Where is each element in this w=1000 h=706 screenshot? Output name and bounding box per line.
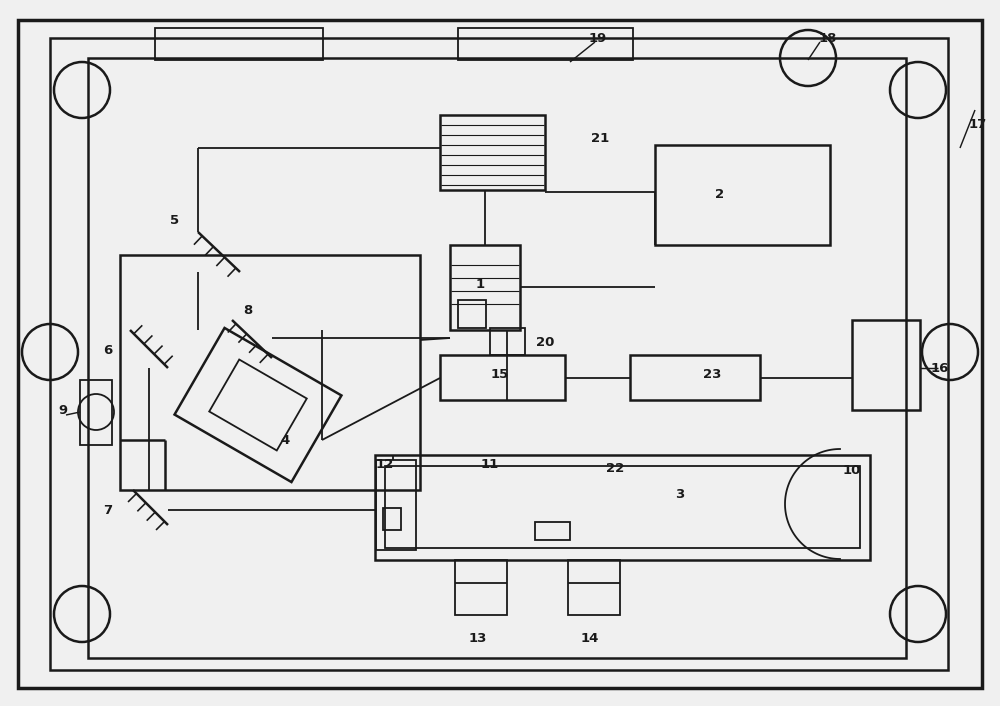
Text: 21: 21 [591,131,609,145]
Bar [80,380,112,445]
Bar [455,560,507,615]
Bar [120,255,420,490]
Text: 3: 3 [675,489,685,501]
Text: 4: 4 [280,433,290,446]
Bar [50,38,948,670]
Text: 15: 15 [491,369,509,381]
Text: 2: 2 [715,189,725,201]
Text: 5: 5 [170,213,180,227]
Bar [568,560,620,615]
Bar [852,320,920,410]
Text: 6: 6 [103,344,113,357]
Bar [376,460,416,550]
Bar [155,28,323,60]
Text: 12: 12 [376,458,394,472]
Text: 18: 18 [819,32,837,44]
Text: 7: 7 [103,503,113,517]
Bar [375,455,870,560]
Bar [440,115,545,190]
Bar [385,466,860,548]
Bar [458,28,633,60]
Text: 19: 19 [589,32,607,44]
Text: 11: 11 [481,458,499,472]
Text: 16: 16 [931,361,949,374]
Text: 1: 1 [475,278,485,292]
Bar [88,58,906,658]
Text: 20: 20 [536,335,554,349]
Bar [490,328,525,355]
Bar [440,355,565,400]
Text: 22: 22 [606,462,624,474]
Text: 14: 14 [581,631,599,645]
Bar [450,245,520,330]
Bar [535,522,570,540]
Bar [383,508,401,530]
Text: 10: 10 [843,464,861,477]
Text: 9: 9 [58,404,68,417]
Text: 13: 13 [469,631,487,645]
Text: 23: 23 [703,369,721,381]
Bar [630,355,760,400]
Bar [655,145,830,245]
Text: 8: 8 [243,304,253,316]
Bar [458,300,486,328]
Text: 17: 17 [969,119,987,131]
